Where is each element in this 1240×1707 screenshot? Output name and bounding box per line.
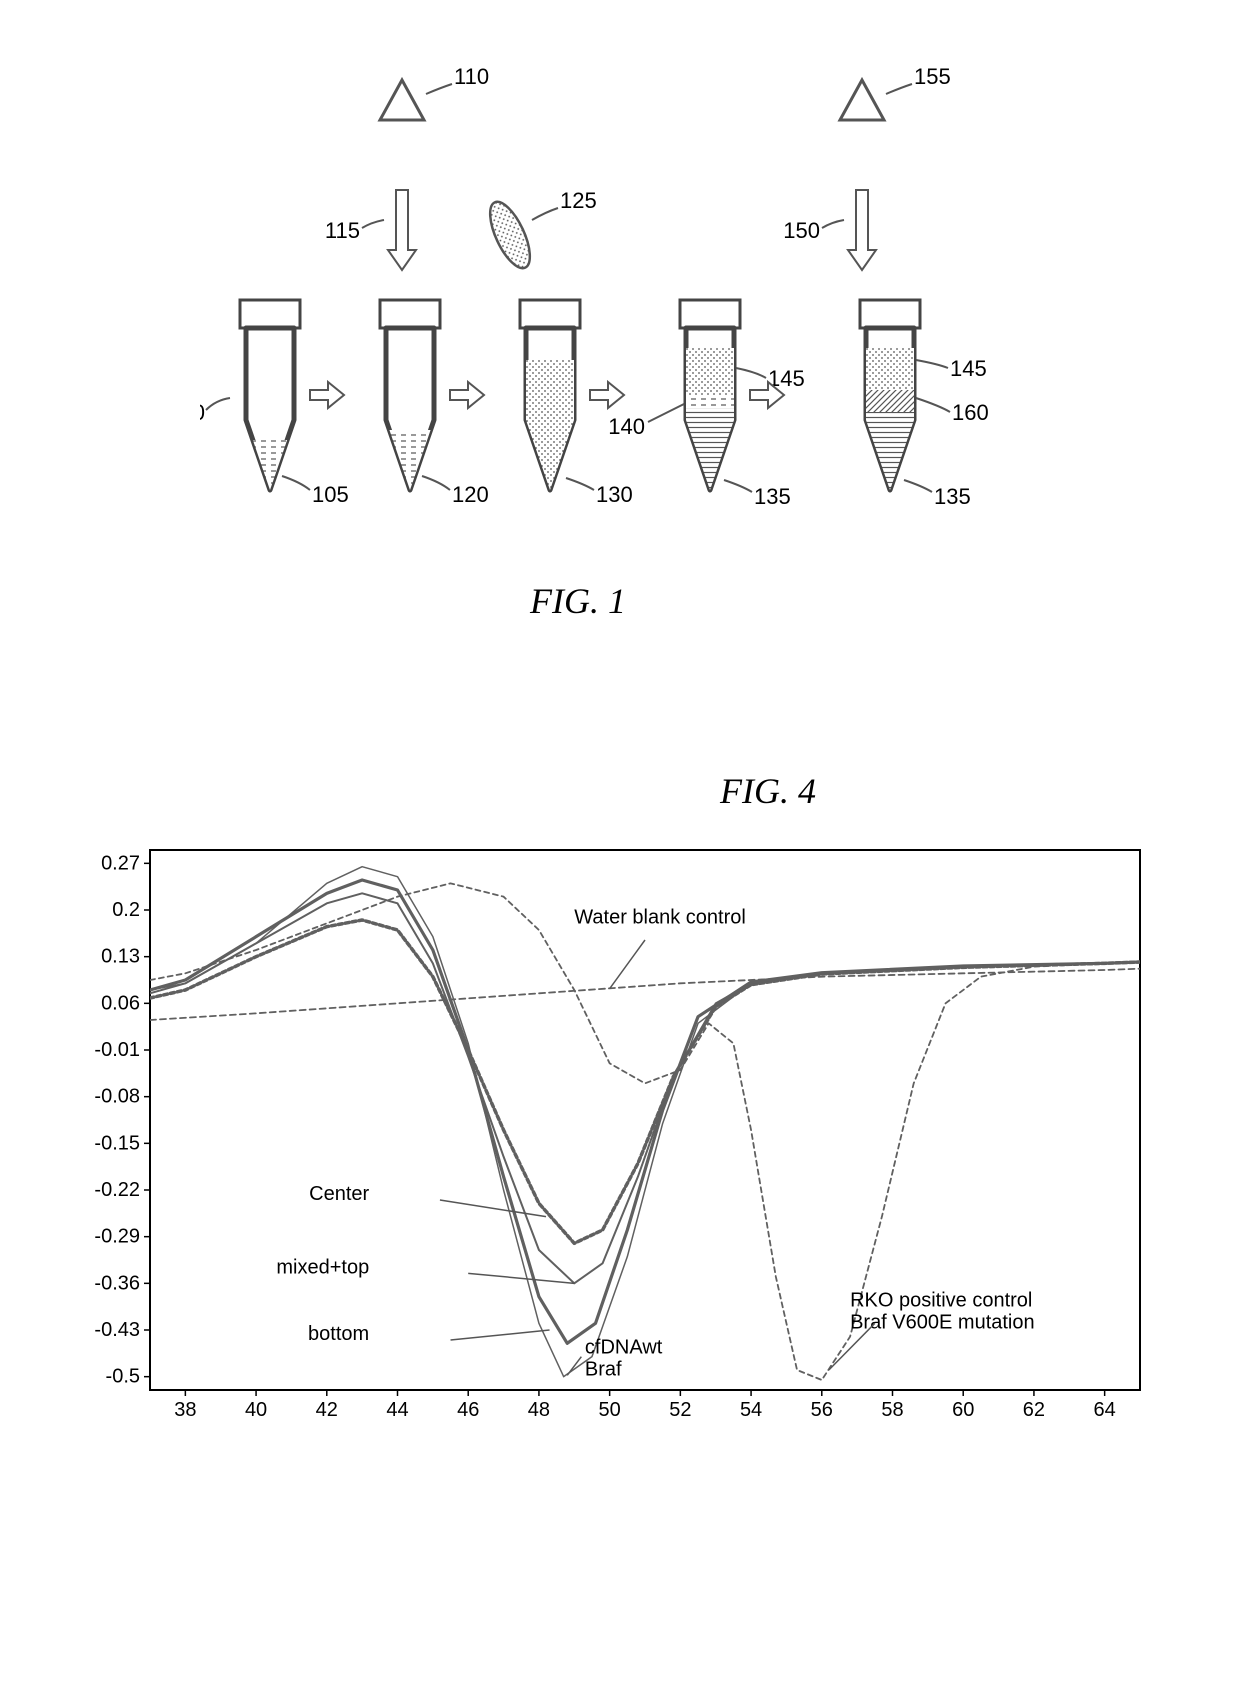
svg-text:48: 48 [528,1399,550,1421]
label-150: 150 [783,218,820,243]
fig4-label: FIG. 4 [720,770,816,812]
svg-text:44: 44 [386,1399,408,1421]
svg-text:54: 54 [740,1399,762,1421]
label-135a: 135 [754,484,791,509]
svg-text:-0.15: -0.15 [94,1132,140,1154]
svg-text:cfDNAwt: cfDNAwt [585,1336,663,1358]
svg-text:50: 50 [599,1399,621,1421]
label-100: 100 [200,400,205,425]
svg-text:-0.01: -0.01 [94,1039,140,1061]
label-125: 125 [560,188,597,213]
fig1-label: FIG. 1 [530,580,626,622]
svg-text:64: 64 [1094,1399,1116,1421]
svg-text:42: 42 [316,1399,338,1421]
svg-text:38: 38 [174,1399,196,1421]
svg-text:-0.22: -0.22 [94,1179,140,1201]
svg-text:52: 52 [669,1399,691,1421]
svg-text:-0.43: -0.43 [94,1319,140,1341]
svg-text:0.06: 0.06 [101,992,140,1014]
svg-text:mixed+top: mixed+top [276,1256,369,1278]
svg-text:-0.36: -0.36 [94,1272,140,1294]
svg-text:56: 56 [811,1399,833,1421]
svg-text:Center: Center [309,1183,369,1205]
svg-text:62: 62 [1023,1399,1045,1421]
label-105: 105 [312,482,349,507]
svg-text:40: 40 [245,1399,267,1421]
svg-text:46: 46 [457,1399,479,1421]
svg-text:Water blank control: Water blank control [574,906,746,928]
label-160: 160 [952,400,989,425]
label-115: 115 [325,218,360,243]
label-130: 130 [596,482,633,507]
fig4-chart: -0.5 -0.43 -0.36 -0.29 -0.22 -0.15 -0.08 -0.01 0… [80,830,1160,1430]
svg-text:Braf V600E mutation: Braf V600E mutation [850,1312,1035,1334]
svg-text:-0.29: -0.29 [94,1226,140,1248]
svg-text:0.2: 0.2 [112,899,140,921]
svg-text:bottom: bottom [308,1323,369,1345]
svg-text:0.27: 0.27 [101,852,140,874]
label-140: 140 [608,414,645,439]
label-135b: 135 [934,484,971,509]
svg-text:60: 60 [952,1399,974,1421]
svg-text:RKO positive control: RKO positive control [850,1290,1032,1312]
label-145b: 145 [950,356,987,381]
label-155: 155 [914,64,951,89]
fig1-diagram: 100 105 110 115 120 125 130 [200,60,1100,590]
svg-text:-0.08: -0.08 [94,1086,140,1108]
svg-text:0.13: 0.13 [101,946,140,968]
svg-text:Braf: Braf [585,1358,622,1380]
svg-text:58: 58 [881,1399,903,1421]
svg-text:-0.5: -0.5 [106,1366,140,1388]
label-110: 110 [454,64,489,89]
label-120: 120 [452,482,489,507]
